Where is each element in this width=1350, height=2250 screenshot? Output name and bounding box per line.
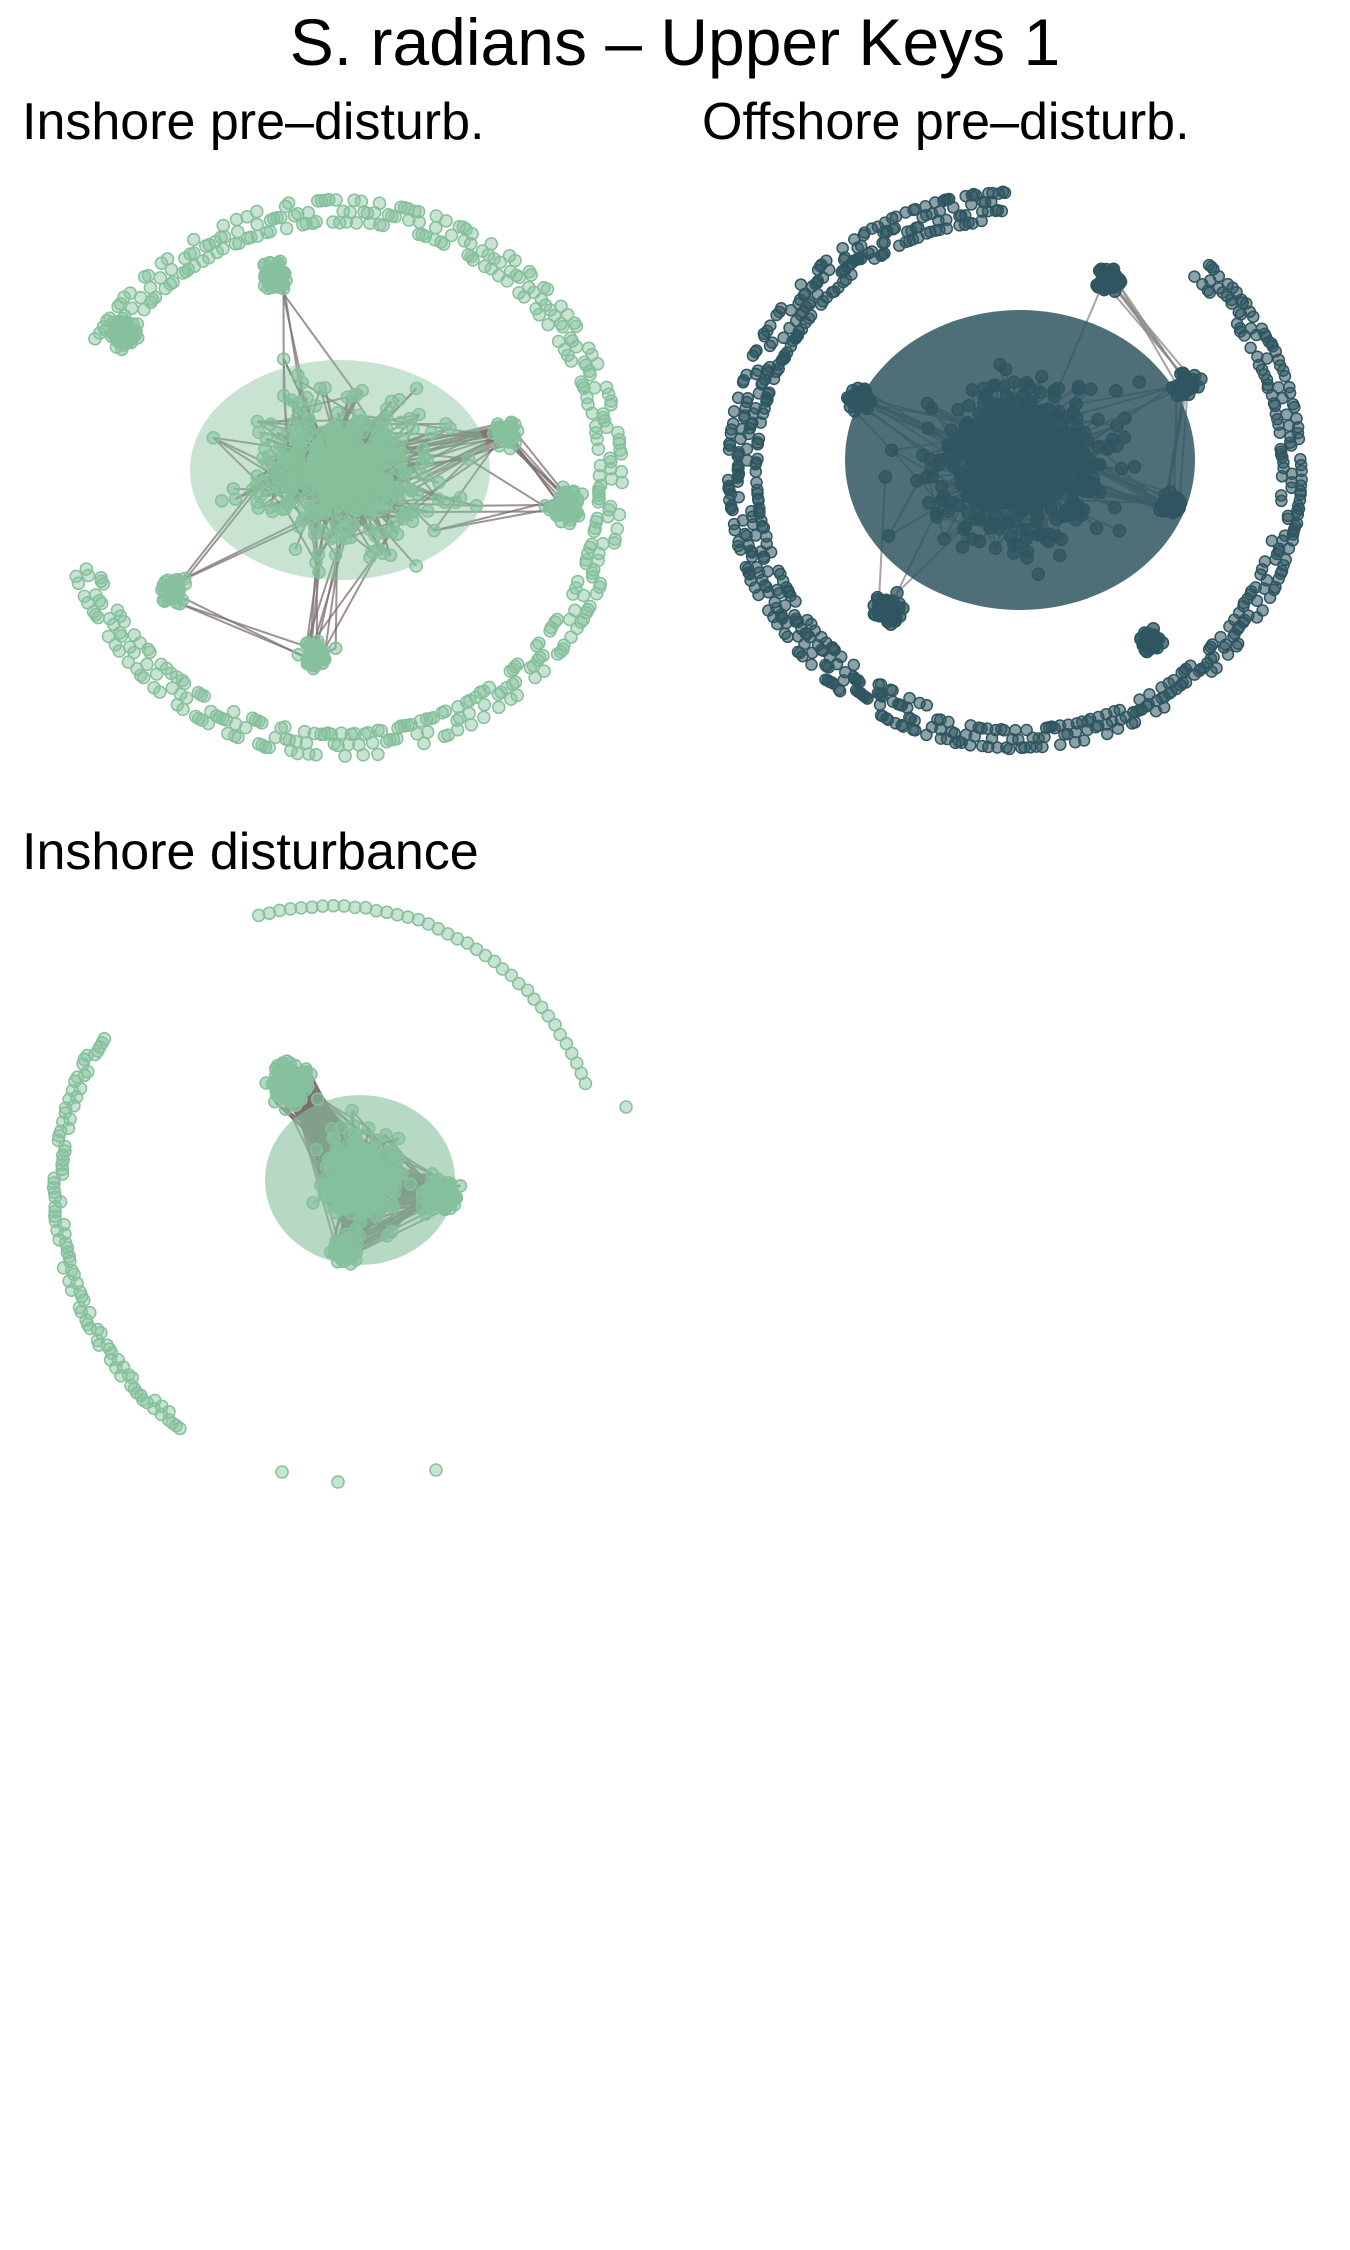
panel-label-inshore-disturbance: Inshore disturbance — [22, 823, 479, 881]
network-dense-core — [190, 360, 490, 580]
network-inshore-disturbance — [46, 898, 633, 1489]
isolated-node-ring — [251, 898, 593, 1091]
panel-label-offshore-pre: Offshore pre–disturb. — [702, 93, 1190, 151]
isolated-node-ring — [69, 192, 629, 763]
network-offshore-pre — [721, 185, 1308, 756]
network-nodes — [98, 254, 589, 676]
network-dense-core — [845, 310, 1195, 610]
stray-nodes — [275, 1100, 633, 1489]
figure-title: S. radians – Upper Keys 1 — [289, 5, 1061, 79]
panel-label-inshore-pre: Inshore pre–disturb. — [22, 93, 485, 151]
network-dense-core — [265, 1095, 455, 1265]
isolated-node-ring — [721, 185, 1012, 737]
network-inshore-pre — [69, 192, 629, 763]
isolated-node-ring — [920, 258, 1308, 756]
isolated-node-ring — [46, 1032, 187, 1436]
